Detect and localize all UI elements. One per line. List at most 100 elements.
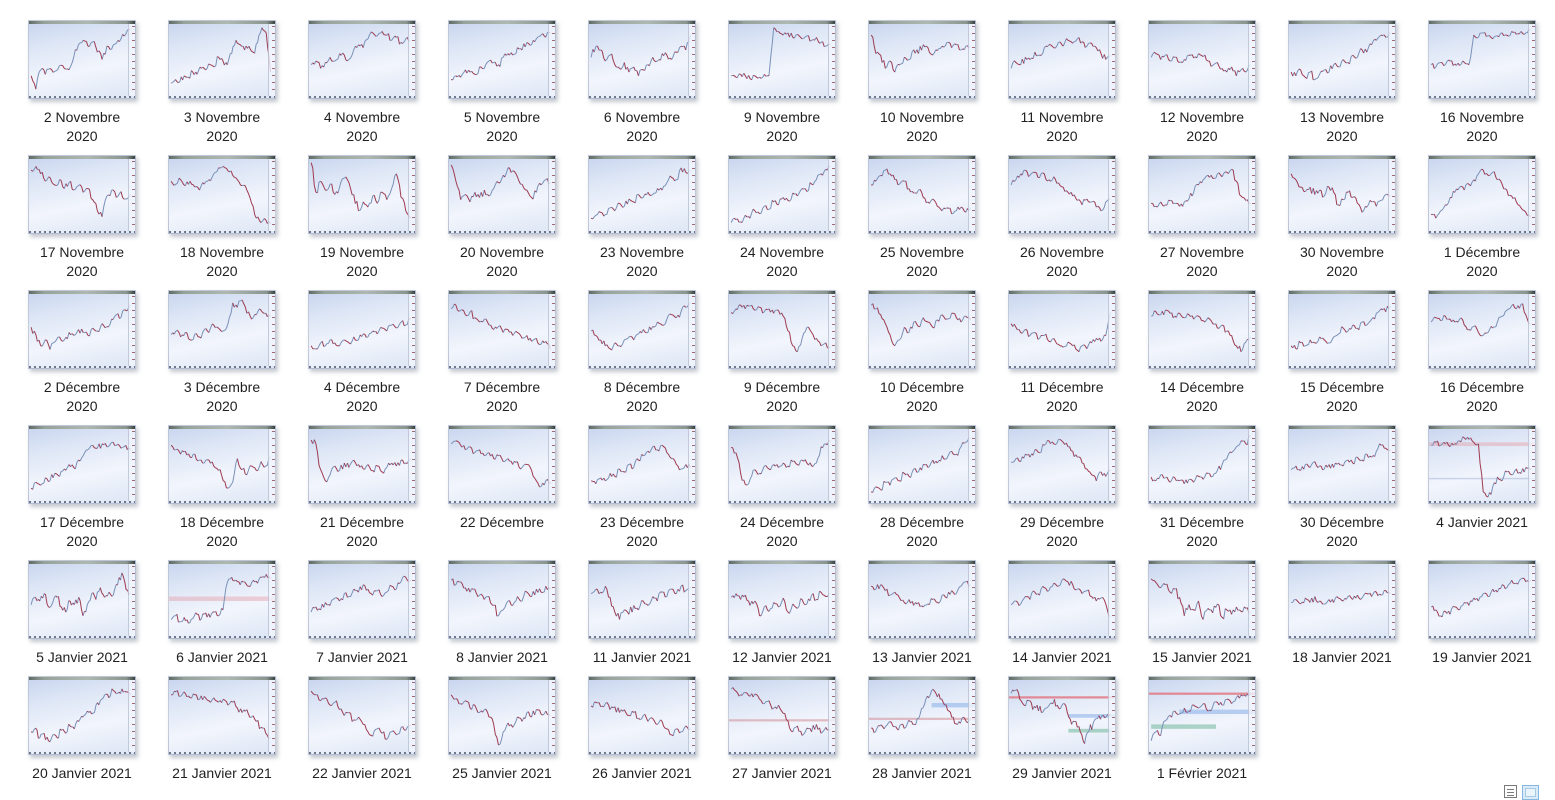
time-axis: [589, 636, 695, 638]
file-item[interactable]: 1 Décembre 2020: [1412, 155, 1552, 281]
file-item[interactable]: 28 Janvier 2021: [852, 676, 992, 783]
file-item[interactable]: 24 Décembre 2020: [712, 425, 852, 551]
file-label-line: 11 Novembre: [1020, 109, 1104, 125]
file-item[interactable]: 19 Novembre 2020: [292, 155, 432, 281]
chart-window-topbar: [309, 21, 415, 24]
file-item[interactable]: 10 Décembre 2020: [852, 290, 992, 416]
chart-thumbnail: [1288, 560, 1396, 639]
file-label-line: 2020: [1186, 533, 1218, 549]
time-axis: [169, 231, 275, 233]
file-item[interactable]: 10 Novembre 2020: [852, 20, 992, 146]
time-axis: [449, 752, 555, 754]
large-icons-view-icon[interactable]: [1522, 785, 1539, 800]
file-item[interactable]: 22 Décembre: [432, 425, 572, 551]
sparkline-down-segments: [35, 573, 129, 616]
price-axis: [128, 294, 135, 366]
file-item[interactable]: 11 Janvier 2021: [572, 560, 712, 667]
file-item[interactable]: 25 Janvier 2021: [432, 676, 572, 783]
price-axis: [548, 24, 555, 96]
price-axis: [1388, 564, 1395, 636]
file-item[interactable]: 19 Janvier 2021: [1412, 560, 1552, 667]
file-item[interactable]: 11 Novembre 2020: [992, 20, 1132, 146]
price-axis: [268, 680, 275, 752]
file-item[interactable]: 21 Janvier 2021: [152, 676, 292, 783]
file-item[interactable]: 20 Janvier 2021: [12, 676, 152, 783]
file-item[interactable]: 27 Janvier 2021: [712, 676, 852, 783]
file-item[interactable]: 2 Décembre 2020: [12, 290, 152, 416]
file-item[interactable]: 18 Novembre 2020: [152, 155, 292, 281]
file-item[interactable]: 29 Janvier 2021: [992, 676, 1132, 783]
sparkline-up-segments: [593, 168, 691, 219]
file-item[interactable]: 3 Décembre 2020: [152, 290, 292, 416]
price-axis: [408, 564, 415, 636]
file-item[interactable]: 13 Novembre 2020: [1272, 20, 1412, 146]
file-item[interactable]: 31 Décembre 2020: [1132, 425, 1272, 551]
file-label-line: 20 Novembre: [459, 244, 545, 260]
file-item[interactable]: 22 Janvier 2021: [292, 676, 432, 783]
file-item[interactable]: 15 Décembre 2020: [1272, 290, 1412, 416]
chart-window-topbar: [729, 21, 835, 24]
file-item[interactable]: 17 Novembre 2020: [12, 155, 152, 281]
chart-window-topbar: [869, 291, 975, 294]
sparkline-up-segments: [454, 699, 545, 746]
file-item[interactable]: 9 Novembre 2020: [712, 20, 852, 146]
file-item[interactable]: 18 Janvier 2021: [1272, 560, 1412, 667]
file-item[interactable]: 14 Janvier 2021: [992, 560, 1132, 667]
file-item[interactable]: 23 Novembre 2020: [572, 155, 712, 281]
file-item[interactable]: 3 Novembre 2020: [152, 20, 292, 146]
file-item[interactable]: 17 Décembre 2020: [12, 425, 152, 551]
file-item[interactable]: 12 Janvier 2021: [712, 560, 852, 667]
file-item[interactable]: 20 Novembre 2020: [432, 155, 572, 281]
file-item[interactable]: 5 Janvier 2021: [12, 560, 152, 667]
sparkline-down-segments: [1154, 310, 1249, 351]
file-item[interactable]: 7 Décembre 2020: [432, 290, 572, 416]
details-view-icon[interactable]: [1504, 785, 1517, 798]
file-item[interactable]: 23 Décembre 2020: [572, 425, 712, 551]
file-item[interactable]: 26 Janvier 2021: [572, 676, 712, 783]
sparkline-up-segments: [451, 579, 549, 616]
file-item[interactable]: 15 Janvier 2021: [1132, 560, 1272, 667]
file-item[interactable]: 6 Novembre 2020: [572, 20, 712, 146]
chart-window-topbar: [589, 677, 695, 680]
file-label-line: 28 Janvier 2021: [872, 765, 972, 781]
file-item[interactable]: 28 Décembre 2020: [852, 425, 992, 551]
file-item[interactable]: 11 Décembre 2020: [992, 290, 1132, 416]
file-item[interactable]: 4 Décembre 2020: [292, 290, 432, 416]
file-item[interactable]: 25 Novembre 2020: [852, 155, 992, 281]
file-item[interactable]: 6 Janvier 2021: [152, 560, 292, 667]
file-item[interactable]: 27 Novembre 2020: [1132, 155, 1272, 281]
file-item[interactable]: 16 Novembre 2020: [1412, 20, 1552, 146]
chart-thumbnail: [1148, 676, 1256, 755]
file-item[interactable]: 5 Novembre 2020: [432, 20, 572, 146]
file-item[interactable]: 9 Décembre 2020: [712, 290, 852, 416]
price-sparkline: [589, 24, 696, 98]
file-item[interactable]: 16 Décembre 2020: [1412, 290, 1552, 416]
time-axis: [589, 501, 695, 503]
file-item[interactable]: 21 Décembre 2020: [292, 425, 432, 551]
file-item[interactable]: 7 Janvier 2021: [292, 560, 432, 667]
file-item[interactable]: 8 Décembre 2020: [572, 290, 712, 416]
file-item[interactable]: 4 Novembre 2020: [292, 20, 432, 146]
price-sparkline: [729, 680, 835, 754]
file-item[interactable]: 29 Décembre 2020: [992, 425, 1132, 551]
sparkline-up-segments: [591, 303, 690, 350]
chart-thumbnail: [588, 676, 696, 755]
file-item[interactable]: 14 Décembre 2020: [1132, 290, 1272, 416]
time-axis: [1289, 636, 1395, 638]
file-item[interactable]: 26 Novembre 2020: [992, 155, 1132, 281]
file-item[interactable]: 8 Janvier 2021: [432, 560, 572, 667]
file-item[interactable]: 2 Novembre 2020: [12, 20, 152, 146]
chart-window-topbar: [309, 677, 415, 680]
file-item[interactable]: 12 Novembre 2020: [1132, 20, 1272, 146]
chart-thumbnail: [1008, 290, 1116, 369]
file-item[interactable]: 13 Janvier 2021: [852, 560, 992, 667]
file-item[interactable]: 24 Novembre 2020: [712, 155, 852, 281]
file-item[interactable]: 4 Janvier 2021: [1412, 425, 1552, 551]
chart-thumbnail: [1288, 155, 1396, 234]
file-item[interactable]: 30 Novembre 2020: [1272, 155, 1412, 281]
sparkline-down-segments: [1017, 439, 1110, 480]
file-item[interactable]: 1 Février 2021: [1132, 676, 1272, 783]
file-item[interactable]: 30 Décembre 2020: [1272, 425, 1412, 551]
file-item[interactable]: 18 Décembre 2020: [152, 425, 292, 551]
file-label-line: 7 Janvier 2021: [316, 649, 408, 665]
